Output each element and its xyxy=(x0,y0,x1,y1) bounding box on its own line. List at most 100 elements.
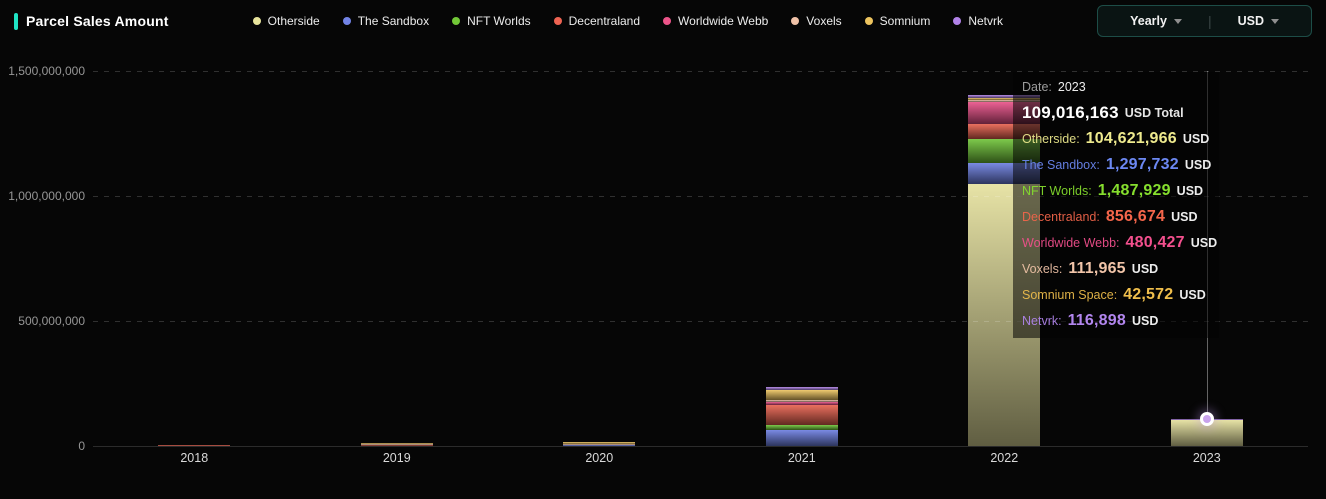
chart-header: Parcel Sales Amount Otherside The Sandbox… xyxy=(0,0,1326,42)
bar-segment-somnium[interactable] xyxy=(765,389,838,400)
tooltip-series-label: Decentraland: xyxy=(1022,210,1100,224)
legend-label: Otherside xyxy=(267,14,320,28)
x-axis-tick-label: 2018 xyxy=(180,451,209,465)
hover-point-marker xyxy=(1199,411,1214,426)
bar-segment-voxels[interactable] xyxy=(360,443,433,445)
gridline xyxy=(93,321,1308,322)
tooltip-series-value: 1,487,929 xyxy=(1097,182,1171,199)
legend-dot-icon xyxy=(791,17,800,25)
tooltip-series-currency: USD xyxy=(1176,184,1204,198)
tooltip-series-label: Voxels: xyxy=(1022,262,1063,276)
currency-dropdown[interactable]: USD xyxy=(1212,14,1305,28)
tooltip-series-label: The Sandbox: xyxy=(1022,158,1100,172)
legend-dot-icon xyxy=(452,17,461,25)
tooltip-series-label: NFT Worlds: xyxy=(1022,184,1092,198)
bar-segment-somnium[interactable] xyxy=(360,443,433,445)
y-axis-tick-label: 0 xyxy=(78,439,85,453)
tooltip-row-worldwide-webb: Worldwide Webb: 480,427 USD xyxy=(1022,230,1219,256)
legend-dot-icon xyxy=(553,17,562,25)
bar-segment-decentraland[interactable] xyxy=(360,444,433,446)
x-axis-tick-label: 2020 xyxy=(585,451,614,465)
tooltip-series-label: Worldwide Webb: xyxy=(1022,236,1120,250)
gridline xyxy=(93,196,1308,197)
tooltip-date-row: Date: 2023 xyxy=(1022,74,1219,100)
legend-item-netvrk[interactable]: Netvrk xyxy=(953,14,1003,28)
bar-segment-voxels[interactable] xyxy=(765,399,838,402)
legend-label: Netvrk xyxy=(968,14,1004,28)
tooltip-series-currency: USD xyxy=(1171,210,1198,224)
legend-item-nft-worlds[interactable]: NFT Worlds xyxy=(452,14,531,28)
tooltip-total-value: 109,016,163 xyxy=(1022,103,1119,122)
legend-item-worldwide-webb[interactable]: Worldwide Webb xyxy=(663,14,768,28)
tooltip-series-label: Netvrk: xyxy=(1022,314,1062,328)
bar-segment-nft-worlds[interactable] xyxy=(765,424,838,430)
y-axis-tick-label: 1,500,000,000 xyxy=(8,64,85,78)
page-title: Parcel Sales Amount xyxy=(26,13,169,29)
tooltip-row-otherside: Otherside: 104,621,966 USD xyxy=(1022,126,1219,152)
chevron-down-icon xyxy=(1271,19,1279,24)
legend-label: NFT Worlds xyxy=(467,14,531,28)
tooltip-series-value: 104,621,966 xyxy=(1085,130,1177,147)
currency-dropdown-label: USD xyxy=(1237,14,1264,28)
controls-separator: | xyxy=(1207,13,1212,29)
tooltip-total-row: 109,016,163 USD Total xyxy=(1022,100,1219,126)
bar-segment-voxels[interactable] xyxy=(563,444,636,445)
bar-segment-netvrk[interactable] xyxy=(765,386,838,390)
x-axis-tick-label: 2022 xyxy=(990,451,1019,465)
legend-dot-icon xyxy=(864,17,873,25)
chevron-down-icon xyxy=(1173,19,1182,24)
tooltip-series-label: Somnium Space: xyxy=(1022,288,1118,302)
tooltip-series-value: 42,572 xyxy=(1123,286,1174,303)
legend-label: Decentraland xyxy=(568,14,641,28)
hover-tooltip: Date: 2023 109,016,163 USD Total Othersi… xyxy=(1013,72,1219,338)
tooltip-series-value: 1,297,732 xyxy=(1105,156,1179,173)
tooltip-date-value: 2023 xyxy=(1057,80,1086,94)
bar-segment-somnium[interactable] xyxy=(563,442,636,444)
gridline xyxy=(93,71,1308,72)
tooltip-series-value: 111,965 xyxy=(1068,260,1126,277)
legend-item-the-sandbox[interactable]: The Sandbox xyxy=(342,14,430,28)
bar-segment-worldwide-webb[interactable] xyxy=(765,401,838,405)
bar-segment-decentraland[interactable] xyxy=(158,445,231,447)
tooltip-series-currency: USD xyxy=(1184,158,1212,172)
period-dropdown-label: Yearly xyxy=(1130,14,1167,28)
y-axis-tick-label: 1,000,000,000 xyxy=(8,189,85,203)
legend-item-otherside[interactable]: Otherside xyxy=(252,14,320,28)
tooltip-total-suffix: USD Total xyxy=(1124,106,1184,120)
tooltip-row-the-sandbox: The Sandbox: 1,297,732 USD xyxy=(1022,152,1219,178)
bar-segment-decentraland[interactable] xyxy=(563,444,636,446)
period-dropdown[interactable]: Yearly xyxy=(1104,14,1208,28)
legend-label: Voxels xyxy=(806,14,842,28)
legend-dot-icon xyxy=(953,17,962,25)
legend-item-voxels[interactable]: Voxels xyxy=(791,14,842,28)
tooltip-row-somnium-space: Somnium Space: 42,572 USD xyxy=(1022,282,1219,308)
bar-segment-netvrk[interactable] xyxy=(968,95,1041,99)
bar-segment-the-sandbox[interactable] xyxy=(563,445,636,446)
tooltip-row-decentraland: Decentraland: 856,674 USD xyxy=(1022,204,1219,230)
legend-label: Worldwide Webb xyxy=(678,14,769,28)
bar-segment-the-sandbox[interactable] xyxy=(360,445,433,447)
chart-title-block: Parcel Sales Amount xyxy=(14,12,169,30)
tooltip-row-netvrk: Netvrk: 116,898 USD xyxy=(1022,308,1219,334)
bar-segment-somnium[interactable] xyxy=(968,98,1041,101)
tooltip-series-label: Otherside: xyxy=(1022,132,1080,146)
tooltip-series-value: 116,898 xyxy=(1067,312,1126,329)
bar-segment-voxels[interactable] xyxy=(968,100,1041,102)
chart-controls: Yearly | USD xyxy=(1097,5,1312,37)
bar-segment-decentraland[interactable] xyxy=(765,404,838,425)
legend-item-decentraland[interactable]: Decentraland xyxy=(553,14,641,28)
tooltip-series-currency: USD xyxy=(1190,236,1218,250)
tooltip-date-label: Date: xyxy=(1022,80,1052,94)
tooltip-series-value: 856,674 xyxy=(1105,208,1166,225)
tooltip-series-value: 480,427 xyxy=(1125,234,1185,251)
tooltip-row-voxels: Voxels: 111,965 USD xyxy=(1022,256,1219,282)
y-axis-tick-label: 500,000,000 xyxy=(18,314,85,328)
legend-item-somnium[interactable]: Somnium xyxy=(864,14,930,28)
tooltip-series-currency: USD xyxy=(1182,132,1210,146)
tooltip-series-currency: USD xyxy=(1179,288,1206,302)
legend-dot-icon xyxy=(342,17,351,25)
bar-segment-the-sandbox[interactable] xyxy=(765,429,838,446)
tooltip-series-currency: USD xyxy=(1131,314,1159,328)
x-axis-tick-label: 2023 xyxy=(1192,451,1221,465)
legend-label: The Sandbox xyxy=(357,14,430,28)
